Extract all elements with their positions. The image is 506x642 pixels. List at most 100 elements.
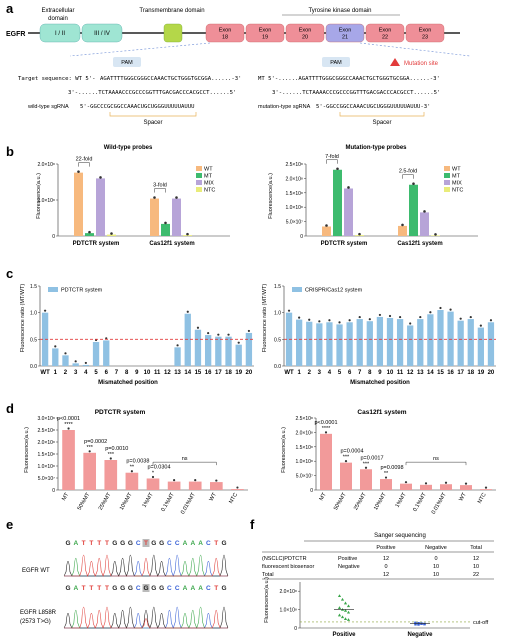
b-right-legend-swatch-0	[444, 166, 450, 171]
exon-label-0-a: Exon	[219, 28, 232, 34]
c-left-xlabel-0: WT	[40, 370, 50, 376]
e-wt-bases-base-3: T	[89, 540, 93, 547]
d-left-xlabel-4: 1%MT	[142, 491, 155, 508]
c-right-yticklabel-2: 1.0	[274, 311, 281, 317]
e-mt-bases-base-0: G	[65, 585, 70, 592]
c-right-dot-1	[298, 316, 301, 319]
f-point-1-8	[414, 621, 417, 625]
d-left-stars-3: **	[130, 465, 135, 471]
c-right-chart: 0.00.51.01.5WT 1 2 3 4 5 6 7 8 9 10 11 12 13 14 15 16 17 1…	[274, 284, 496, 376]
d-right-yticklabel-5: 2.5×10⁸	[295, 416, 313, 422]
d-left-ylabel: Fluorescence(a.u.)	[24, 427, 30, 473]
panel-f: Sanger sequencing Positive Negative Tota…	[262, 533, 494, 638]
f-yticklabel-2: 2.0×10⁸	[279, 589, 297, 595]
c-right-xlabel-6: 6	[348, 370, 352, 376]
c-right-dot-9	[378, 313, 382, 317]
d-right-yticklabel-0: 0	[310, 488, 313, 494]
d-right-ylabel: Fluorescence(a.u.)	[281, 427, 287, 473]
d-right-xlabel-4: 1%MT	[395, 491, 408, 508]
b-left-ylabel: Fluorescence(a.u.)	[36, 173, 42, 219]
b-right-dot-0-2	[347, 186, 350, 189]
c-left-dot-16	[207, 331, 210, 335]
mt-spacer-label: Spacer	[372, 120, 391, 126]
c-right-bar-20	[487, 322, 495, 366]
c-right-xlabel-13: 13	[417, 370, 424, 376]
d-right-pval-2: p=0.0017	[360, 455, 383, 461]
f-cell-r2c2: 10	[433, 564, 439, 570]
c-right-legend-label: CRISPR/Cas12 system	[305, 288, 363, 294]
exon-box-0	[205, 23, 245, 43]
c-right-xlabel-3: 3	[318, 370, 322, 376]
b-left-dot-0-2	[99, 176, 102, 179]
c-right-dot-16	[449, 308, 452, 311]
d-right-yticklabel-2: 1.0×10⁸	[295, 459, 313, 465]
b-right-yticklabel-2: 1.0×10⁸	[285, 205, 303, 211]
b-right-ylabel: Fluorescence(a.u.)	[268, 173, 274, 219]
e-wt-bases-base-12: G	[159, 540, 164, 547]
f-row3-label: Total	[262, 572, 274, 578]
c-left-bar-6	[103, 340, 110, 366]
c-right-legend-swatch	[292, 287, 302, 292]
b-left-fold-bracket-1	[154, 188, 166, 193]
d-right-dot-8	[484, 486, 488, 489]
e-mt-bases-base-12: G	[159, 585, 164, 592]
domain-box-2	[81, 23, 123, 43]
e-wt-bases-base-9: C	[136, 540, 141, 547]
b-left-fold-label-1: 3-fold	[153, 183, 167, 189]
exon-box-1	[245, 23, 285, 43]
d-right-pval-0: p<0.0001	[314, 420, 337, 426]
d-left-yticklabel-4: 2.0×10⁸	[37, 440, 55, 446]
c-right-dot-3	[318, 320, 321, 323]
c-right-dot-7	[358, 315, 361, 319]
e-wt-bases-base-5: T	[105, 540, 109, 547]
f-cell-r1c2: 0	[434, 556, 437, 562]
b-right-title: Mutation-type probes	[346, 145, 408, 151]
c-right-ylabel: Fluorescence ratio (MT/WT)	[262, 284, 268, 353]
c-left-xlabel-13: 13	[174, 370, 181, 376]
b-left-legend-label-1: MT	[204, 174, 213, 180]
e-wt-bases-highlight	[142, 539, 150, 547]
d-right-dot-1	[344, 460, 348, 463]
b-left-dot-1-3	[186, 232, 189, 236]
f-cell-r3c1: 12	[383, 572, 389, 578]
d-right-pval-1: p=0.0004	[340, 449, 363, 455]
exon-label-2-a: Exon	[299, 28, 312, 34]
f-point-1-7	[423, 622, 426, 626]
d-left-yticklabel-1: 5.0×10⁷	[38, 476, 55, 482]
f-cell-r2c1: 0	[384, 564, 387, 570]
c-left-xlabel-14: 14	[184, 370, 191, 376]
d-left-xlabel-0: MT	[61, 491, 70, 501]
c-right-xlabel-0: WT	[284, 370, 294, 376]
c-left-xlabel-18: 18	[225, 370, 232, 376]
e-wt-bases-base-10: T	[144, 540, 148, 547]
c-right-bar-10	[386, 318, 394, 366]
mt-seq-top: MT 5'-......AGATTTTGGGCGGGCCAAACTGCTGGGT…	[258, 76, 440, 82]
c-left-bar-1	[52, 348, 59, 366]
f-row1-label: (NSCLC)PDTCTR	[262, 556, 307, 562]
c-left-bar-5	[92, 342, 100, 366]
c-right-dot-19	[479, 324, 482, 327]
d-right-xlabel-6: 0.01%MT	[431, 491, 448, 515]
d-left-dot-1	[88, 450, 91, 453]
b-right-yticklabel-1: 5.0×10⁷	[286, 220, 303, 226]
exon-box-4	[365, 23, 405, 43]
e-mt-bases-base-13: C	[167, 585, 172, 592]
e-mt-bases-base-20: G	[221, 585, 226, 592]
f-point-0-3	[346, 604, 351, 608]
d-right-xlabel-0: MT	[319, 491, 328, 501]
f-table-header: Sanger sequencing	[374, 533, 426, 539]
c-right-bar-19	[477, 327, 484, 366]
c-right-xlabel-9: 9	[378, 370, 382, 376]
e-mt-bases-base-5: T	[105, 585, 109, 592]
f-xlabel-0: Positive	[332, 632, 356, 638]
d-right-dot-3	[384, 476, 388, 479]
d-left-xlabel-2: 25%MT	[98, 491, 113, 511]
pam-label-wt: PAM	[121, 60, 133, 66]
c-left-bar-13	[174, 347, 181, 366]
c-left-yticklabel-1: 0.5	[30, 337, 37, 343]
c-right-bar-8	[366, 321, 373, 366]
c-right-dot-4	[328, 319, 331, 322]
mt-seq-bottom: 3'-......TCTAAAACCCGCCCGGTTTGACGACCCACGC…	[272, 90, 440, 96]
